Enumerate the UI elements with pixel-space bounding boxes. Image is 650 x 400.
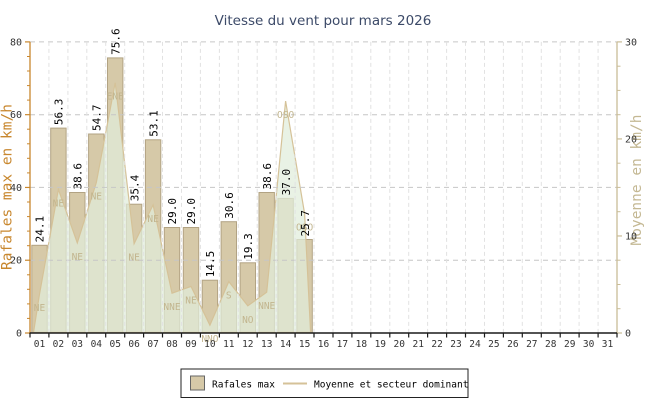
x-tick-label-day-16: 16: [318, 339, 330, 350]
x-tick-label-day-15: 15: [299, 339, 310, 350]
x-tick-label-day-07: 07: [147, 339, 158, 350]
x-tick-label-day-02: 02: [53, 339, 64, 350]
bar-value-label-day-02: 56.3: [53, 99, 66, 126]
left-axis-title: Rafales max en km/h: [0, 104, 16, 270]
x-tick-label-day-20: 20: [393, 339, 405, 350]
data-labels-layer: NE NE NE NE ENE NE NE NNE NE NNO S NO NNE OSO OSO 24.1 5…: [34, 28, 314, 345]
legend: Rafales max Moyenne et secteur dominant: [180, 368, 469, 398]
left-tick-label: 0: [16, 329, 22, 340]
left-tick-label: 80: [10, 37, 22, 48]
sector-label-day-08: NNE: [163, 302, 180, 313]
x-tick-label-day-11: 11: [223, 339, 235, 350]
x-tick-label-day-14: 14: [280, 339, 292, 350]
x-tick-label-day-01: 01: [34, 339, 46, 350]
x-tick-label-day-04: 04: [91, 339, 103, 350]
bar-value-label-day-05: 75.6: [109, 28, 122, 54]
sector-label-day-07: NE: [147, 214, 159, 225]
gridlines-layer: [30, 41, 617, 333]
x-tick-label-day-21: 21: [412, 339, 424, 350]
left-tick-label: 60: [10, 110, 22, 121]
x-tick-label-day-17: 17: [337, 339, 348, 350]
bar-value-label-day-10: 14.5: [204, 251, 217, 278]
x-tick-label-day-12: 12: [242, 339, 253, 350]
sector-label-day-05: ENE: [107, 92, 124, 103]
x-tick-label-day-27: 27: [526, 339, 537, 350]
left-tick-label: 40: [10, 183, 22, 194]
right-tick-label: 0: [625, 329, 631, 340]
left-tick-label: 20: [10, 256, 22, 267]
bar-value-label-day-13: 38.6: [261, 163, 274, 190]
sector-label-day-04: NE: [91, 192, 103, 203]
x-tick-label-day-18: 18: [356, 339, 368, 350]
x-tick-label-day-06: 06: [128, 339, 140, 350]
legend-label-moyenne: Moyenne et secteur dominant: [314, 380, 468, 391]
x-tick-label-day-10: 10: [204, 339, 216, 350]
x-tick-label-day-26: 26: [507, 339, 519, 350]
x-tick-label-day-23: 23: [450, 339, 461, 350]
axes-layer: 0 20 40 60 80 0 10 20 30 01 02 03 04 05 06 07 08 09 10 11 12…: [10, 37, 637, 350]
bar-value-label-day-08: 29.0: [166, 198, 179, 225]
x-tick-label-day-22: 22: [431, 339, 442, 350]
sector-label-day-11: S: [226, 291, 232, 302]
chart-title: Vitesse du vent pour mars 2026: [215, 13, 432, 29]
sector-label-day-02: NE: [53, 198, 65, 209]
sector-label-day-13: NNE: [258, 301, 275, 312]
right-axis-title: Moyenne en km/h: [629, 115, 645, 246]
x-tick-label-day-25: 25: [488, 339, 499, 350]
right-tick-label: 10: [625, 232, 637, 243]
x-tick-label-day-31: 31: [602, 339, 614, 350]
bar-value-label-day-14: 37.0: [280, 169, 293, 196]
legend-swatch-rafales: [190, 375, 205, 391]
bar-value-label-day-06: 35.4: [128, 174, 141, 201]
x-tick-label-day-13: 13: [261, 339, 272, 350]
legend-box: [180, 368, 469, 398]
sector-label-day-15: OSO: [296, 223, 313, 234]
sector-label-day-01: NE: [34, 303, 46, 314]
sector-label-day-10: NNO: [201, 334, 218, 345]
x-tick-label-day-09: 09: [185, 339, 197, 350]
x-tick-label-day-24: 24: [469, 339, 481, 350]
right-tick-label: 30: [625, 37, 637, 48]
sector-label-day-09: NE: [185, 295, 197, 306]
bar-value-label-day-07: 53.1: [147, 110, 160, 137]
bar-value-label-day-09: 29.0: [185, 198, 198, 225]
x-tick-label-day-05: 05: [109, 339, 120, 350]
x-tick-label-day-19: 19: [375, 339, 387, 350]
x-tick-label-day-30: 30: [583, 339, 595, 350]
bar-value-label-day-04: 54.7: [91, 105, 104, 132]
x-tick-label-day-08: 08: [166, 339, 178, 350]
x-tick-label-day-03: 03: [72, 339, 83, 350]
bar-value-label-day-15: 25.7: [299, 210, 312, 237]
bar-value-label-day-01: 24.1: [34, 216, 47, 243]
sector-label-day-14: OSO: [277, 110, 294, 121]
sector-label-day-03: NE: [72, 252, 84, 263]
sector-label-day-06: NE: [128, 253, 140, 264]
bar-value-label-day-03: 38.6: [72, 163, 85, 190]
legend-label-rafales: Rafales max: [212, 380, 275, 391]
sector-label-day-12: NO: [242, 315, 254, 326]
x-tick-label-day-28: 28: [545, 339, 557, 350]
x-tick-label-day-29: 29: [564, 339, 576, 350]
bar-value-label-day-12: 19.3: [242, 233, 255, 260]
right-tick-label: 20: [625, 134, 637, 145]
bar-value-label-day-11: 30.6: [223, 192, 236, 219]
